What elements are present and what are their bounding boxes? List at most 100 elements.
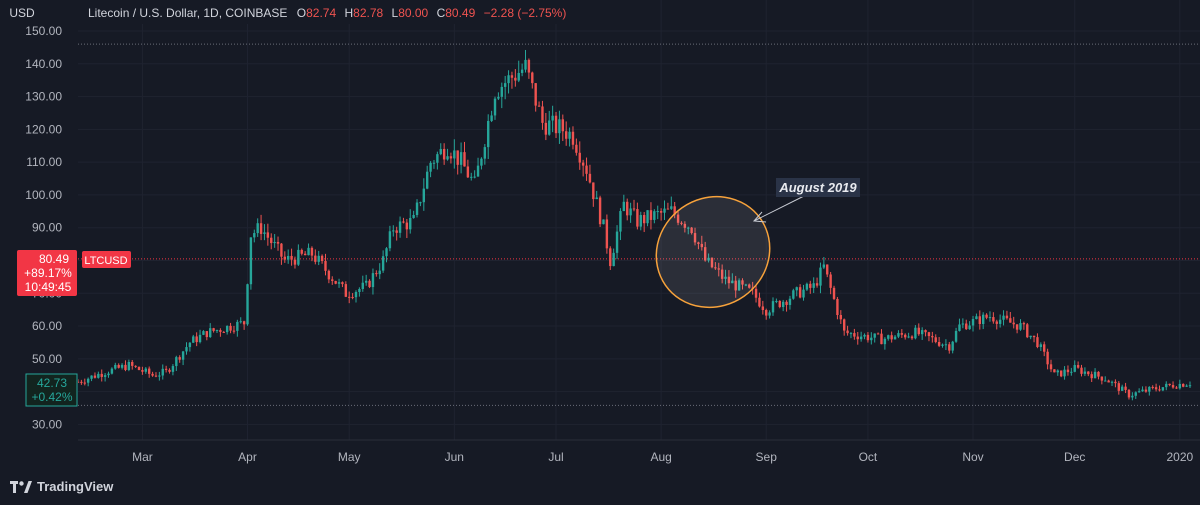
candle-body — [663, 208, 666, 213]
candle — [1029, 335, 1032, 340]
candle — [737, 278, 741, 291]
candle-body — [429, 162, 432, 172]
candle-body — [97, 373, 100, 378]
candle — [388, 225, 392, 252]
symbol-badge[interactable]: LTCUSD — [82, 251, 131, 268]
candle-body — [1100, 376, 1104, 381]
candle-body — [768, 312, 771, 316]
legend[interactable]: Litecoin / U.S. Dollar, 1D, COINBASE O82… — [88, 6, 566, 20]
candle-body — [666, 208, 670, 210]
candle — [592, 182, 595, 207]
candle-body — [680, 222, 683, 224]
candle — [795, 286, 798, 297]
candle-body — [124, 364, 127, 371]
candle — [93, 372, 97, 379]
candle-body — [561, 119, 565, 132]
candle-body — [229, 325, 232, 331]
candle — [188, 342, 192, 352]
candle-body — [744, 284, 748, 286]
candle-body — [381, 256, 385, 271]
candle-body — [771, 301, 775, 313]
candle-body — [459, 152, 463, 165]
candle-body — [636, 209, 639, 227]
candle — [985, 313, 988, 320]
candle — [456, 150, 459, 175]
period-low-percent: +0.42% — [31, 390, 72, 404]
candle-body — [297, 249, 300, 265]
candle-body — [992, 317, 995, 322]
candle — [341, 281, 344, 288]
candle — [937, 337, 941, 348]
candle — [1178, 379, 1182, 390]
candle-body — [283, 256, 287, 260]
candle-body — [887, 335, 890, 339]
candle-body — [1070, 371, 1073, 373]
period-low-badge[interactable]: 42.73 +0.42% — [25, 373, 78, 407]
candle — [1114, 379, 1117, 388]
candle — [385, 247, 388, 263]
candle-body — [158, 375, 161, 377]
candle — [1144, 386, 1148, 393]
candle-body — [1012, 322, 1015, 325]
candle-body — [842, 319, 846, 331]
candle-body — [690, 227, 693, 234]
chart-canvas[interactable]: August 2019 30.0050.0060.0070.0080.0090.… — [0, 0, 1200, 470]
candle-body — [354, 292, 358, 298]
candle-body — [263, 232, 266, 234]
candle-body — [442, 148, 446, 160]
candle-body — [741, 280, 744, 285]
candle — [544, 112, 548, 141]
candle — [1154, 383, 1158, 392]
candle — [548, 110, 551, 136]
candle — [714, 262, 717, 270]
y-tick-label: 140.00 — [25, 57, 62, 71]
x-tick-label: Dec — [1064, 450, 1085, 464]
candle — [758, 292, 761, 308]
candle-body — [314, 255, 317, 262]
candle — [1012, 316, 1015, 329]
candle — [100, 369, 103, 382]
candle — [395, 226, 398, 241]
time-scale[interactable]: Mar Apr May Jun Jul Aug Sep Oct Nov Dec 2020 — [132, 450, 1193, 464]
candle — [626, 198, 629, 221]
annotation-ellipse[interactable] — [635, 174, 792, 329]
candle-body — [463, 152, 466, 167]
candle-body — [151, 373, 154, 376]
candle-body — [1131, 395, 1134, 398]
candle-body — [541, 106, 544, 123]
candle — [446, 148, 449, 161]
candle-body — [846, 330, 849, 334]
candle — [368, 279, 371, 289]
candle — [351, 293, 354, 300]
candle — [846, 325, 849, 336]
last-price-badge[interactable]: 80.49 +89.17% 10:49:45 — [17, 250, 77, 296]
candle — [507, 70, 510, 94]
candle-body — [1019, 323, 1022, 330]
annotation[interactable]: August 2019 — [635, 174, 860, 329]
candle-body — [351, 296, 354, 298]
candle-body — [131, 361, 134, 366]
tradingview-logo[interactable]: TradingView — [10, 479, 113, 494]
candle-body — [727, 276, 731, 284]
candle-body — [398, 221, 402, 233]
candle-body — [310, 247, 314, 256]
candle — [432, 159, 436, 169]
candle-body — [348, 296, 351, 298]
candle — [154, 372, 158, 378]
candle-body — [931, 336, 934, 338]
candle-body — [731, 280, 734, 284]
candle-body — [446, 156, 449, 160]
candle-body — [490, 115, 493, 121]
candle — [998, 314, 1002, 328]
candle — [514, 69, 517, 87]
candle-body — [1144, 389, 1148, 392]
candle-body — [1165, 383, 1168, 388]
candle-body — [683, 223, 687, 228]
y-tick-label: 30.00 — [32, 417, 62, 431]
time-scale-bg — [78, 440, 1200, 470]
candle-body — [364, 280, 368, 283]
candle-body — [110, 368, 114, 374]
candle — [253, 229, 256, 243]
symbol-badge-bg — [82, 251, 131, 268]
